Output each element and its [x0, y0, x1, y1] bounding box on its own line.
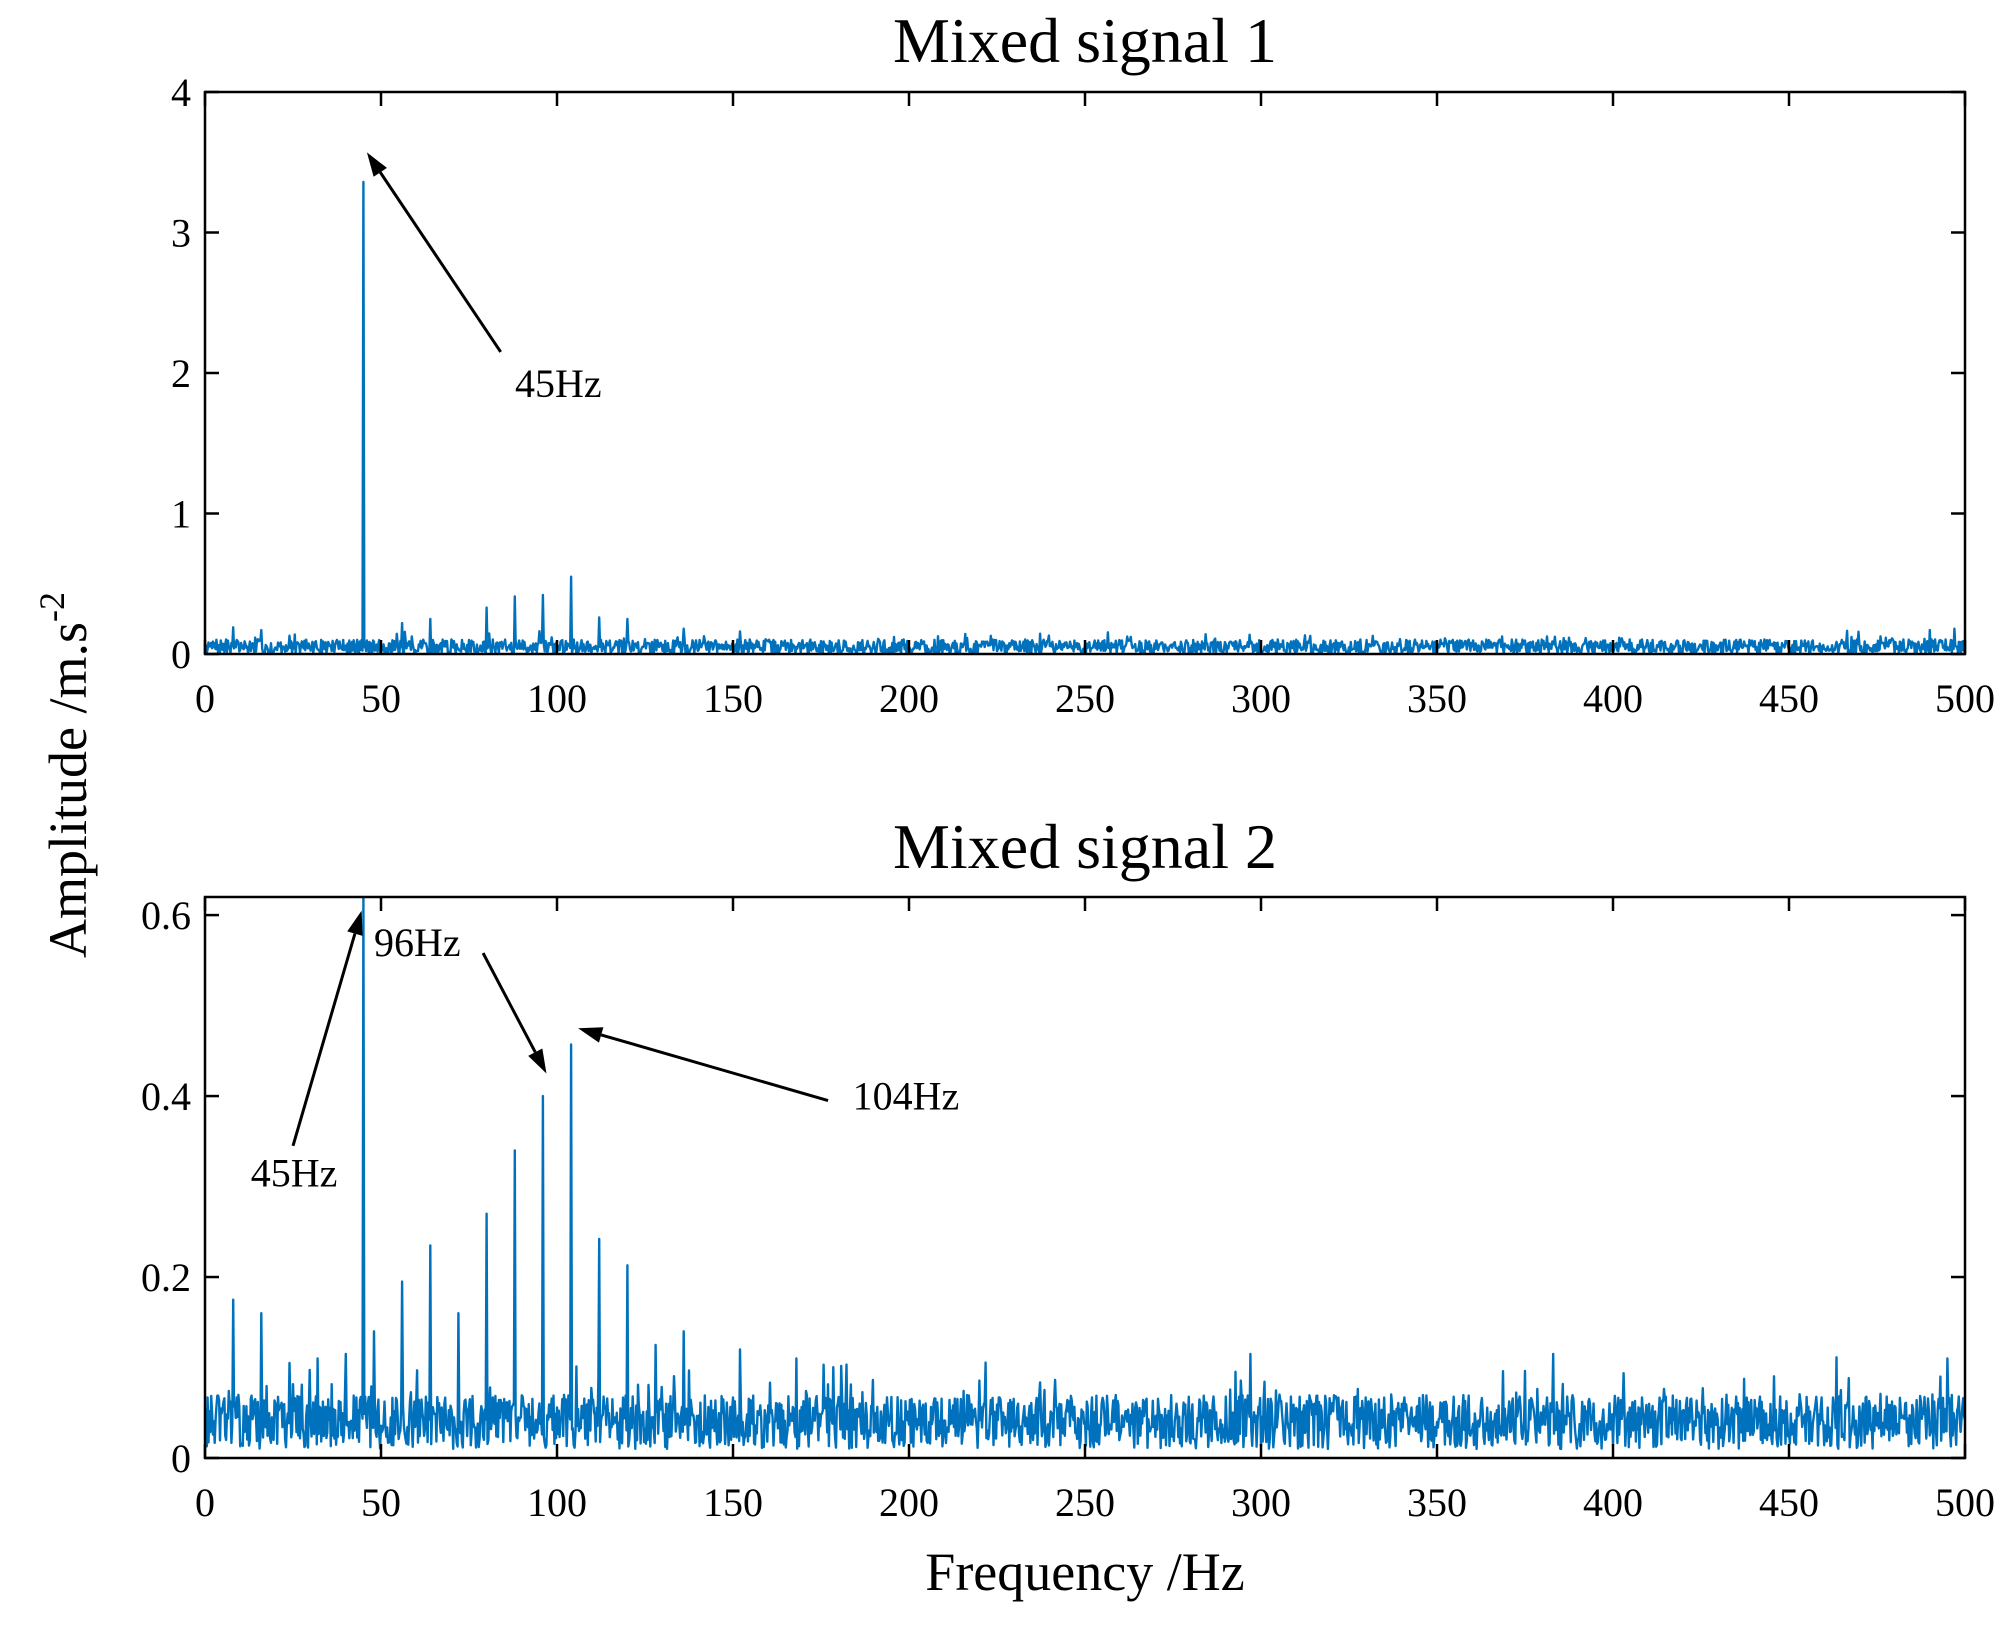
annotation-label: 104Hz	[853, 1074, 960, 1119]
y-axis-label: Amplitude /m.s-2	[32, 592, 98, 958]
plot-area-frame	[203, 895, 1967, 1460]
chart-title: Mixed signal 2	[893, 811, 1277, 882]
annotation-layer: 45Hz 96Hz 104Hz	[251, 910, 960, 1196]
x-tick-label: 50	[361, 1480, 401, 1525]
subplot-mixed-signal-2: Mixed signal 2 0 50 100 150 200 250 300 350 400 4…	[141, 811, 1995, 1602]
x-tick-label: 0	[195, 676, 215, 721]
x-tick-label: 300	[1231, 676, 1291, 721]
annotation-arrowhead	[347, 910, 363, 936]
spectrum-series-line	[205, 180, 1965, 654]
annotation-arrowhead	[528, 1048, 547, 1074]
y-tick-label: 0.6	[141, 893, 191, 938]
y-tick-label: 3	[171, 211, 191, 256]
x-tick-label: 250	[1055, 1480, 1115, 1525]
annotation-arrow	[379, 171, 502, 353]
annotation-arrow	[481, 952, 537, 1053]
x-tick-label: 500	[1935, 1480, 1995, 1525]
x-tick-label: 350	[1407, 676, 1467, 721]
annotation-layer: 45Hz	[366, 152, 602, 406]
annotation-label: 45Hz	[251, 1151, 338, 1196]
ticks-layer: 0 50 100 150 200 250 300 350 400 450 500 0 1 2 3 4	[171, 70, 1995, 721]
annotation-arrow	[600, 1033, 829, 1103]
x-tick-label: 200	[879, 1480, 939, 1525]
series-layer	[205, 180, 1965, 654]
y-tick-label: 0.4	[141, 1074, 191, 1119]
ticks-layer: 0 50 100 150 200 250 300 350 400 450 500 0 0.2 0.4 0.6	[141, 893, 1995, 1525]
chart-title: Mixed signal 1	[893, 5, 1277, 76]
x-tick-label: 400	[1583, 1480, 1643, 1525]
x-tick-label: 300	[1231, 1480, 1291, 1525]
y-tick-label: 2	[171, 351, 191, 396]
x-tick-label: 500	[1935, 676, 1995, 721]
annotation-arrowhead	[578, 1027, 604, 1043]
y-tick-label: 0	[171, 1436, 191, 1481]
subplot-mixed-signal-1: Mixed signal 1 0 50 100 150 200 250 300 350 400 4…	[171, 5, 1995, 721]
x-tick-label: 0	[195, 1480, 215, 1525]
x-tick-label: 200	[879, 676, 939, 721]
x-axis-label: Frequency /Hz	[925, 1542, 1244, 1602]
plot-area-frame	[203, 90, 1967, 656]
x-tick-label: 250	[1055, 676, 1115, 721]
y-axis-label-superscript: -2	[32, 592, 72, 622]
x-tick-label: 50	[361, 676, 401, 721]
spectrum-series-line	[205, 897, 1965, 1451]
series-layer	[205, 897, 1965, 1451]
x-tick-label: 150	[703, 676, 763, 721]
y-tick-label: 4	[171, 70, 191, 115]
x-tick-label: 100	[527, 1480, 587, 1525]
x-tick-label: 150	[703, 1480, 763, 1525]
y-tick-label: 0.2	[141, 1255, 191, 1300]
annotation-label: 45Hz	[515, 361, 602, 406]
x-tick-label: 450	[1759, 1480, 1819, 1525]
x-tick-label: 400	[1583, 676, 1643, 721]
annotation-arrowhead	[366, 152, 387, 177]
x-tick-label: 450	[1759, 676, 1819, 721]
annotation-label: 96Hz	[374, 920, 461, 965]
x-tick-label: 100	[527, 676, 587, 721]
annotation-arrow	[291, 933, 357, 1147]
x-tick-label: 350	[1407, 1480, 1467, 1525]
y-tick-label: 0	[171, 632, 191, 677]
y-axis-label-text: Amplitude /m.s	[38, 622, 98, 958]
y-tick-label: 1	[171, 492, 191, 537]
